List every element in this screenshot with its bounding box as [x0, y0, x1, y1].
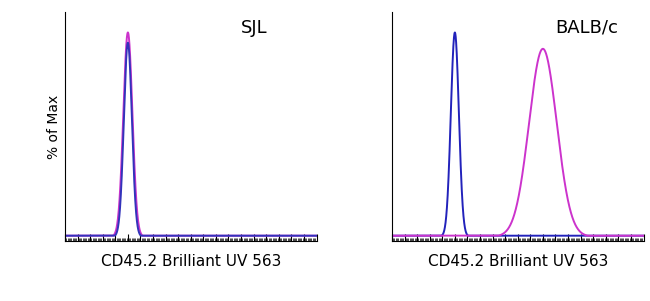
X-axis label: CD45.2 Brilliant UV 563: CD45.2 Brilliant UV 563 [101, 254, 281, 269]
Y-axis label: % of Max: % of Max [47, 94, 61, 159]
Text: SJL: SJL [241, 19, 268, 37]
Text: BALB/c: BALB/c [556, 19, 618, 37]
X-axis label: CD45.2 Brilliant UV 563: CD45.2 Brilliant UV 563 [428, 254, 608, 269]
